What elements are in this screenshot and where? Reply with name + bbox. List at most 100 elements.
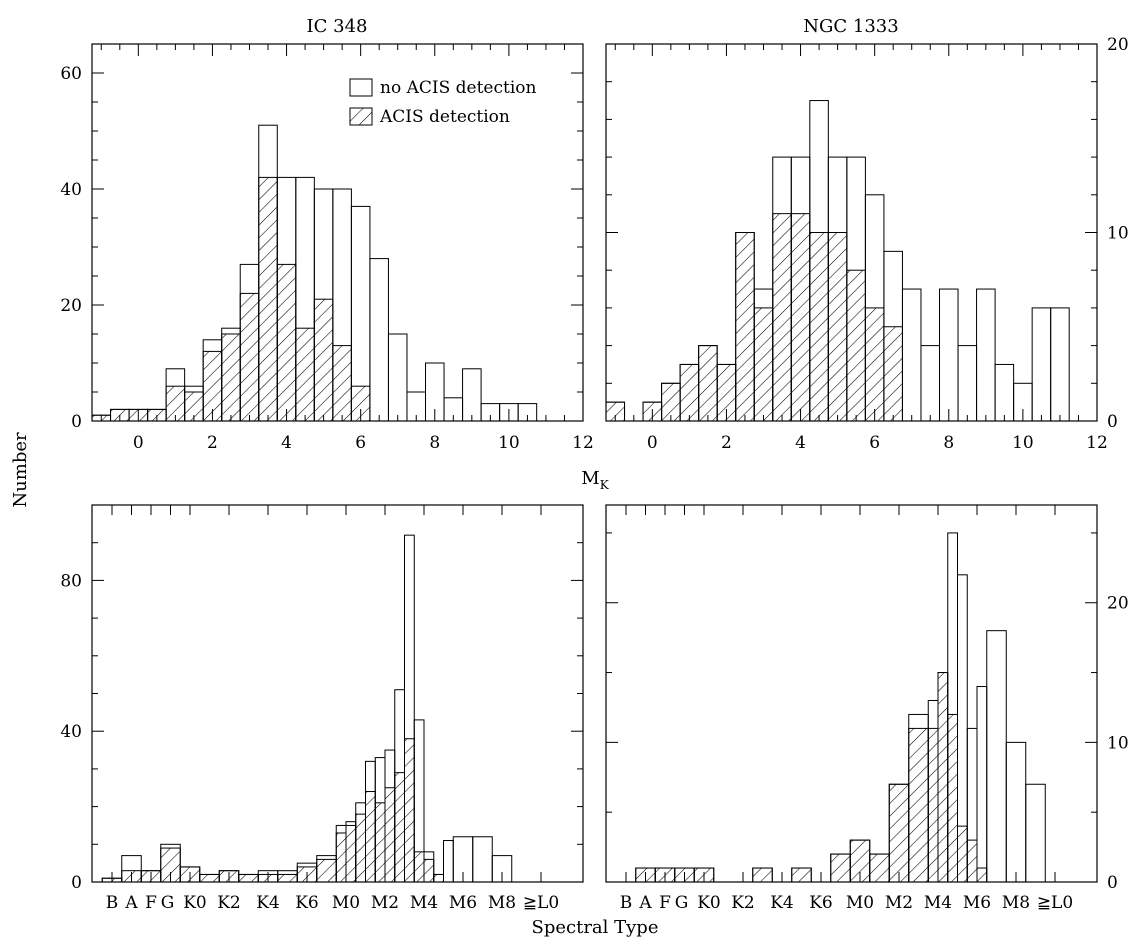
br-xtick-label-4: K0 [697, 893, 721, 913]
br-xtick-label-7: K6 [809, 893, 833, 913]
bl-ytick-label-2: 80 [60, 571, 82, 591]
tl-xtick-label-2: 4 [281, 433, 292, 453]
tr-bar-detected-8 [753, 307, 774, 422]
legend-label-open: no ACIS detection [380, 78, 536, 98]
tr-bar-detected-13 [846, 269, 866, 422]
bl-xtick-label-12: M8 [488, 893, 516, 913]
tl-xtick-label-0: 0 [133, 433, 144, 453]
legend-label-hatched: ACIS detection [379, 107, 510, 127]
bl-xtick-label-1: A [124, 893, 138, 913]
tl-bar-detected-7 [221, 333, 241, 422]
br-bar-total-22 [986, 630, 1007, 883]
br-xtick-label-8: M0 [846, 893, 874, 913]
bl-bar-detected-20 [413, 851, 425, 883]
panel-title-ic348: IC 348 [307, 16, 368, 37]
tl-bar-detected-8 [239, 292, 260, 422]
panel-title-ngc1333: NGC 1333 [803, 16, 898, 37]
br-bar-detected-15 [908, 727, 929, 883]
tl-xtick-label-5: 10 [498, 433, 520, 453]
tl-ytick-label-0: 0 [71, 412, 82, 432]
bl-xtick-label-11: M6 [449, 893, 477, 913]
x-axis-label-spectral: Spectral Type [532, 917, 659, 938]
tr-bar-detected-4 [679, 363, 700, 422]
tl-xtick-label-1: 2 [207, 433, 218, 453]
bl-xtick-label-10: M4 [410, 893, 438, 913]
tr-xtick-label-2: 4 [795, 433, 806, 453]
bl-bar-detected-15 [365, 791, 376, 883]
tl-bar-total-15 [369, 258, 389, 422]
br-bar-detected-7 [752, 867, 773, 883]
x-axis-label-mk-main: M [581, 468, 599, 489]
y-axis-label-number: Number [10, 432, 31, 508]
br-xtick-label-0: B [620, 893, 633, 913]
tr-bar-total-21 [994, 363, 1015, 422]
bl-bar-detected-17 [384, 787, 396, 883]
br-xtick-label-12: M8 [1002, 893, 1030, 913]
bl-bar-detected-19 [404, 738, 415, 883]
tl-bar-detected-12 [313, 298, 334, 422]
tr-xtick-label-6: 12 [1086, 433, 1108, 453]
tr-bar-total-19 [957, 345, 978, 422]
bl-bar-detected-13 [345, 824, 357, 883]
tr-ytick-label-1: 10 [1107, 224, 1129, 244]
x-axis-label-mk: MK [581, 468, 609, 492]
br-bar-detected-21 [976, 867, 988, 883]
br-xtick-label-2: F [659, 893, 671, 913]
br-xtick-label-9: M2 [885, 893, 913, 913]
x-axis-label-mk-sub: K [600, 478, 610, 492]
bl-xtick-label-2: F [145, 893, 157, 913]
tr-bar-detected-11 [809, 232, 829, 422]
tr-ytick-label-0: 0 [1107, 412, 1118, 432]
bl-ytick-label-1: 40 [60, 722, 82, 742]
tl-bar-detected-10 [276, 263, 297, 422]
panel-ic348-mk: 0 2 4 6 8 10 12 0 20 40 60 [60, 43, 594, 453]
br-bar-total-24 [1025, 783, 1046, 883]
br-ytick-label-2: 20 [1107, 594, 1129, 614]
panel-ngc1333-spectral: B A F G K0 K2 K4 K6 M0 M2 M4 M6 M8 ≧L0 0 10 20 [605, 504, 1129, 913]
bl-bar-detected-14 [355, 813, 366, 883]
panel-ic348-spectral: B A F G K0 K2 K4 K6 M0 M2 M4 M6 M8 ≧L0 0 40 80 [60, 504, 584, 913]
br-bar-total-21 [976, 686, 988, 883]
bl-xtick-label-9: M2 [371, 893, 399, 913]
tl-bar-detected-11 [295, 327, 315, 422]
tl-bar-detected-9 [258, 176, 278, 422]
bl-bar-detected-21 [423, 858, 435, 883]
tl-bar-total-20 [462, 368, 482, 422]
tr-bar-total-24 [1050, 307, 1070, 422]
tr-bar-total-16 [901, 288, 922, 422]
br-xtick-label-13: ≧L0 [1037, 893, 1073, 913]
bl-bar-detected-9 [277, 873, 298, 883]
br-bar-detected-11 [830, 853, 851, 883]
tl-xtick-label-6: 12 [572, 433, 594, 453]
bl-bar-detected-7 [238, 873, 259, 883]
legend-swatch-open [349, 78, 373, 97]
tr-xtick-label-1: 2 [721, 433, 732, 453]
br-ytick-label-1: 10 [1107, 733, 1129, 753]
tr-xtick-label-3: 6 [869, 433, 880, 453]
bl-bar-detected-22 [433, 873, 444, 883]
bl-bar-total-23 [443, 840, 454, 883]
bl-bar-detected-12 [335, 832, 347, 883]
tr-bar-detected-5 [698, 345, 718, 422]
br-bar-detected-9 [791, 867, 812, 883]
tr-bar-detected-12 [827, 232, 848, 422]
br-xtick-label-5: K2 [731, 893, 755, 913]
br-frame [605, 504, 1098, 883]
bl-xtick-label-5: K2 [217, 893, 241, 913]
tr-bar-detected-7 [735, 232, 755, 422]
br-bar-detected-20 [966, 839, 978, 883]
tr-bar-detected-15 [883, 326, 903, 422]
bl-xtick-label-6: K4 [256, 893, 280, 913]
tr-xtick-label-5: 10 [1012, 433, 1034, 453]
br-bar-detected-17 [937, 672, 949, 883]
tr-ytick-label-2: 20 [1107, 35, 1129, 55]
bl-bar-detected-5 [199, 873, 220, 883]
bl-xtick-label-0: B [106, 893, 119, 913]
br-xtick-label-6: K4 [770, 893, 794, 913]
bl-bar-detected-18 [394, 772, 405, 883]
tl-xtick-label-4: 8 [429, 433, 440, 453]
br-bar-detected-18 [947, 713, 958, 883]
bl-bar-detected-11 [316, 858, 337, 883]
tr-bar-total-23 [1031, 307, 1052, 422]
